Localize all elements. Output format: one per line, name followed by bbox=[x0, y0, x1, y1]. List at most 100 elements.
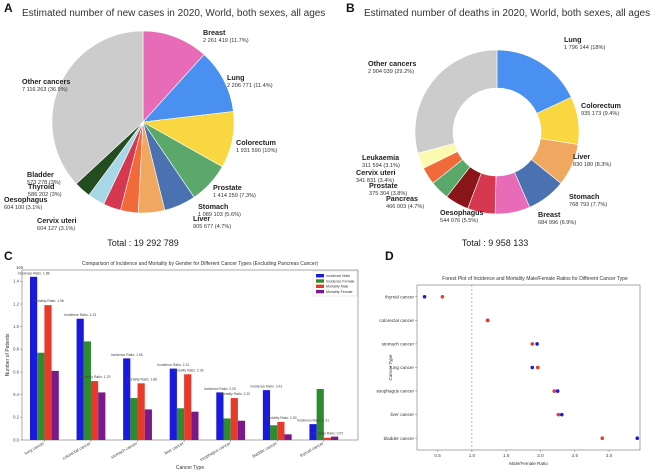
bar-x-tick-label: liver cancer bbox=[164, 440, 186, 455]
pie-b-label-oesophagus: Oesophagus bbox=[440, 208, 484, 217]
pie-a-value-prostate: 1 414 259 (7.3%) bbox=[213, 193, 256, 199]
bar-liver-cancer-mortality-male bbox=[184, 374, 192, 440]
bar-esophagus-cancer-incidence-female bbox=[223, 418, 231, 440]
pie-a-label-liver: Liver bbox=[193, 214, 210, 223]
bar-incidence-ratio-label: Incidence Ratio: 2.31 bbox=[157, 363, 189, 367]
legend-swatch-incidence-male bbox=[316, 274, 324, 278]
forest-category-liver-cancer: liver cancer bbox=[391, 412, 415, 417]
bar-mortality-ratio-label: Mortality Ratio: 2.26 bbox=[173, 368, 203, 372]
pie-b-label-colorectum: Colorectum bbox=[581, 101, 621, 110]
forest-point-mortality-stomach-cancer bbox=[530, 342, 535, 346]
pie-b-value-lung: 1 796 144 (18%) bbox=[564, 45, 605, 51]
forest-point-mortality-liver-cancer bbox=[556, 412, 561, 417]
legend-swatch-incidence-female bbox=[316, 279, 324, 283]
forest-plot: 0.5 1.0 1.5 2.0 2.5 3.0 thyroid cancer colorect… bbox=[376, 284, 641, 466]
bar-y-scale-label: 1e6 bbox=[16, 265, 24, 270]
pie-a-value-oesophagus: 604 100 (3.1%) bbox=[4, 205, 42, 211]
pie-b-value-prostate: 375 304 (3.8%) bbox=[369, 191, 407, 197]
legend-swatch-mortality-female bbox=[316, 289, 324, 294]
bar-stomach-cancer-incidence-male bbox=[123, 358, 131, 440]
pie-a-label-stomach: Stomach bbox=[198, 202, 228, 211]
pie-a-value-liver: 905 677 (4.7%) bbox=[193, 224, 231, 230]
forest-x-axis-label: Male/Female Ratio bbox=[509, 461, 548, 466]
legend-label-mortality-male: Mortality Male bbox=[326, 285, 348, 289]
forest-x-tick-label: 1.5 bbox=[503, 453, 510, 458]
bar-colorectal-cancer-mortality-female bbox=[98, 392, 106, 440]
bar-bladder-cancer-incidence-male bbox=[262, 390, 271, 440]
forest-category-esophagus-cancer: esophagus cancer bbox=[376, 389, 414, 394]
forest-category-colorectal-cancer: colorectal cancer bbox=[379, 318, 414, 323]
bar-lung-cancer-mortality-female bbox=[51, 370, 59, 440]
bar-chart-title: Comparison of Incidence and Mortality by… bbox=[82, 261, 318, 267]
forest-point-incidence-bladder-cancer bbox=[635, 436, 640, 441]
bar-y-tick-label: 0.4 bbox=[13, 392, 19, 397]
forest-point-mortality-lung-cancer bbox=[535, 365, 540, 370]
pie-b-slice-other-cancers bbox=[414, 49, 498, 154]
pie-a-value-colorectum: 1 931 590 (10%) bbox=[236, 148, 277, 154]
pie-b-value-oesophagus: 544 076 (5.5%) bbox=[440, 218, 478, 224]
bar-x-tick-label: lung cancer bbox=[24, 440, 46, 455]
bar-mortality-ratio-label: Mortality Ratio: 1.23 bbox=[80, 375, 110, 379]
pie-b-label-leukaemia: Leukaemia bbox=[362, 153, 400, 162]
pie-a-value-lung: 2 206 771 (11.4%) bbox=[227, 83, 273, 89]
bar-y-tick-label: 0.8 bbox=[13, 347, 19, 352]
bar-esophagus-cancer-incidence-male bbox=[216, 392, 224, 440]
bar-colorectal-cancer-incidence-female bbox=[83, 341, 91, 440]
pie-b-value-liver: 830 180 (8.3%) bbox=[573, 162, 611, 168]
pie-b-total: Total : 9 958 133 bbox=[462, 238, 529, 248]
pie-a-title: Estimated number of new cases in 2020, W… bbox=[22, 8, 325, 19]
bar-y-tick-label: 0.6 bbox=[13, 369, 19, 374]
bar-y-tick-label: 1.0 bbox=[13, 324, 19, 329]
forest-category-stomach-cancer: stomach cancer bbox=[382, 342, 415, 347]
pie-a-value-cervix-uteri: 604 127 (3.1%) bbox=[37, 226, 75, 232]
bar-lung-cancer-incidence-female bbox=[37, 352, 45, 440]
bar-x-tick-label: colorectal cancer bbox=[62, 440, 92, 460]
pie-b-value-stomach: 768 793 (7.7%) bbox=[569, 202, 607, 208]
bar-lung-cancer-incidence-male bbox=[30, 276, 38, 440]
pie-a-slice-other-cancers bbox=[51, 30, 144, 185]
pie-b-label-lung: Lung bbox=[564, 35, 582, 44]
pie-b-label-cervix-uteri: Cervix uteri bbox=[356, 168, 396, 177]
pie-a-label-other-cancers: Other cancers bbox=[22, 77, 70, 86]
panel-letter-b: B bbox=[346, 1, 355, 15]
bar-mortality-ratio-label: Mortality Ratio: 1.96 bbox=[34, 299, 64, 303]
bar-stomach-cancer-incidence-female bbox=[130, 398, 138, 440]
pie-b-title: Estimated number of deaths in 2020, Worl… bbox=[364, 8, 650, 19]
bar-liver-cancer-mortality-female bbox=[191, 411, 199, 440]
pie-a-value-breast: 2 261 419 (11.7%) bbox=[203, 38, 249, 44]
bar-x-axis-label: Cancer Type bbox=[176, 465, 204, 471]
bar-y-axis-label: Number of Patients bbox=[5, 333, 11, 376]
forest-plot-title: Forest Plot of Incidence and Mortality M… bbox=[442, 276, 628, 282]
panel-letter-d: D bbox=[385, 249, 394, 263]
bar-thyroid-cancer-mortality-female bbox=[331, 436, 339, 440]
bar-esophagus-cancer-mortality-female bbox=[237, 420, 246, 440]
forest-x-tick-label: 1.0 bbox=[469, 453, 476, 458]
forest-point-mortality-colorectal-cancer bbox=[485, 318, 490, 323]
forest-plot-frame bbox=[416, 284, 641, 451]
pie-a-label-breast: Breast bbox=[203, 28, 226, 37]
bar-mortality-ratio-label: Mortality Ratio: 2.90 bbox=[266, 416, 296, 420]
pie-b-value-leukaemia: 311 594 (3.1%) bbox=[362, 163, 400, 169]
pie-b-value-pancreas: 466 003 (4.7%) bbox=[386, 204, 424, 210]
bar-thyroid-cancer-incidence-male bbox=[309, 424, 317, 440]
panel-letter-c: C bbox=[4, 249, 13, 263]
bar-bladder-cancer-mortality-female bbox=[284, 434, 292, 440]
pie-a-total: Total : 19 292 789 bbox=[107, 238, 179, 248]
pie-a-label-cervix-uteri: Cervix uteri bbox=[37, 216, 77, 225]
bar-liver-cancer-incidence-female bbox=[176, 408, 185, 440]
bar-incidence-ratio-label: Incidence Ratio: 2.25 bbox=[204, 387, 236, 391]
forest-y-axis-label: Cancer Type bbox=[388, 354, 393, 380]
pie-b-label-stomach: Stomach bbox=[569, 192, 599, 201]
bar-incidence-ratio-label: Incidence Ratio: 1.88 bbox=[18, 271, 50, 275]
forest-point-incidence-lung-cancer bbox=[530, 365, 535, 370]
pie-b-label-prostate: Prostate bbox=[369, 181, 398, 190]
forest-x-tick-label: 3.0 bbox=[606, 453, 613, 458]
panel-letter-a: A bbox=[4, 1, 13, 15]
pie-a-label-bladder: Bladder bbox=[27, 170, 54, 179]
bar-chart: 1e6 0.0 0.2 0.4 0.6 0.8 1.0 1.2 1.4 Incidence Rat… bbox=[5, 265, 359, 471]
bar-incidence-ratio-label: Incidence Ratio: 3.41 bbox=[251, 385, 283, 389]
legend-label-incidence-male: Incidence Male bbox=[326, 274, 350, 278]
bar-colorectal-cancer-mortality-male bbox=[90, 381, 99, 440]
bar-y-tick-label: 0.0 bbox=[13, 437, 19, 442]
forest-point-incidence-thyroid-cancer bbox=[422, 294, 427, 299]
